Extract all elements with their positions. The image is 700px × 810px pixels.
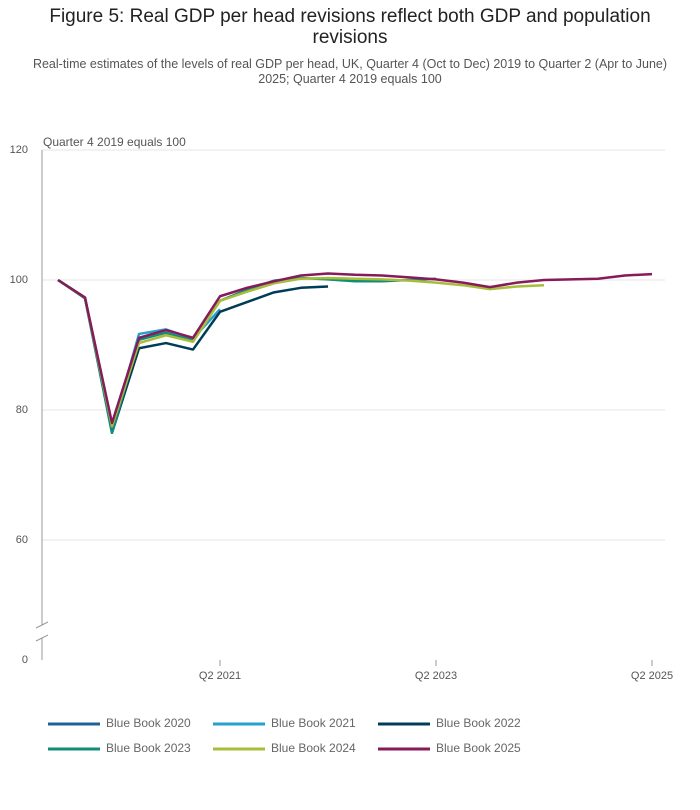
y-tick-label: 120 bbox=[10, 144, 28, 156]
y-tick-label: 100 bbox=[10, 274, 28, 286]
x-tick-label: Q2 2025 bbox=[631, 670, 673, 682]
series-line bbox=[57, 272, 653, 425]
legend-label: Blue Book 2023 bbox=[106, 741, 191, 755]
legend-label: Blue Book 2025 bbox=[436, 741, 521, 755]
axis-break bbox=[35, 621, 49, 629]
legend-label: Blue Book 2020 bbox=[106, 716, 191, 730]
y-tick-label: 80 bbox=[16, 404, 28, 416]
y-axis-label: Quarter 4 2019 equals 100 bbox=[43, 135, 186, 149]
x-tick-label: Q2 2023 bbox=[415, 670, 457, 682]
chart-title: Figure 5: Real GDP per head revisions re… bbox=[49, 6, 651, 48]
series-line bbox=[57, 278, 221, 431]
legend-label: Blue Book 2022 bbox=[436, 716, 521, 730]
legend-label: Blue Book 2024 bbox=[271, 741, 356, 755]
y-tick-label: 60 bbox=[16, 534, 28, 546]
series-line bbox=[57, 276, 545, 428]
chart-subtitle: Real-time estimates of the levels of rea… bbox=[32, 57, 668, 86]
x-tick-label: Q2 2021 bbox=[199, 670, 241, 682]
y-tick-label: 0 bbox=[22, 654, 28, 666]
legend-label: Blue Book 2021 bbox=[271, 716, 356, 730]
axis-break bbox=[35, 634, 49, 642]
